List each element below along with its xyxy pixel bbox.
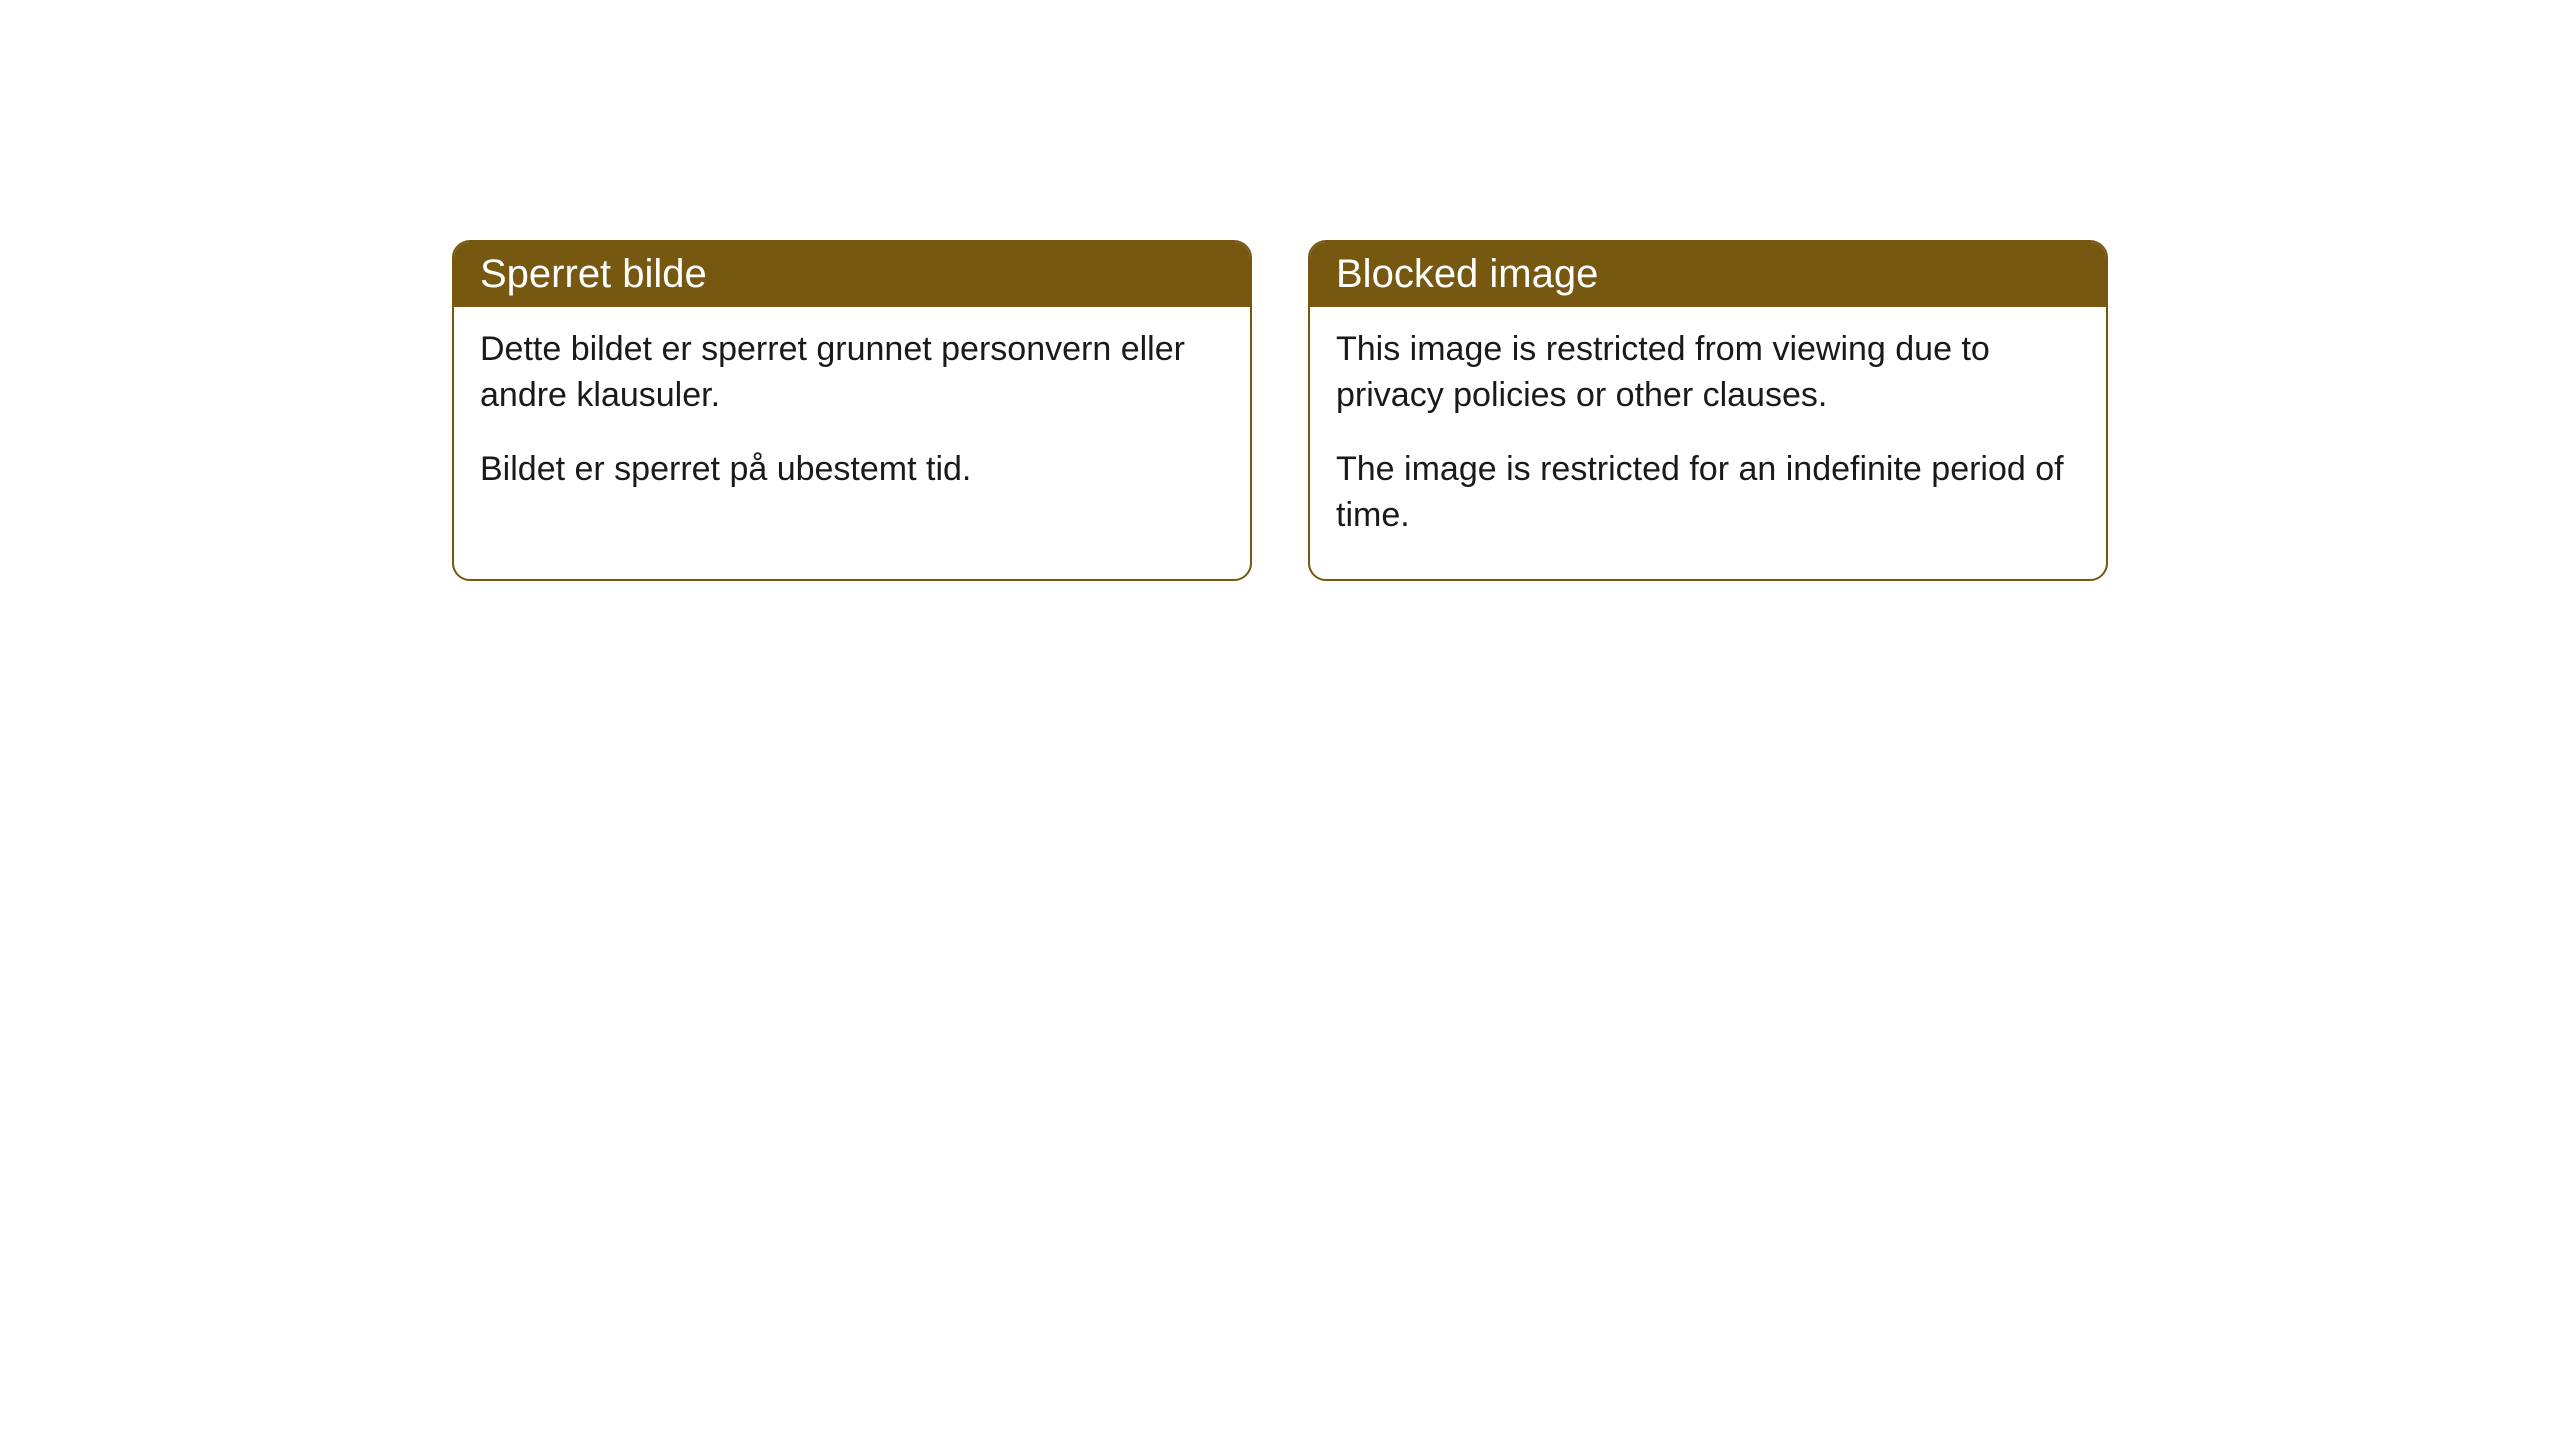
card-paragraph-2: The image is restricted for an indefinit… (1336, 447, 2080, 539)
card-paragraph-1: Dette bildet er sperret grunnet personve… (480, 327, 1224, 419)
card-header-english: Blocked image (1310, 242, 2106, 307)
card-header-norwegian: Sperret bilde (454, 242, 1250, 307)
notice-cards-container: Sperret bilde Dette bildet er sperret gr… (0, 240, 2560, 581)
card-title: Blocked image (1336, 252, 1598, 296)
card-paragraph-2: Bildet er sperret på ubestemt tid. (480, 447, 1224, 493)
blocked-image-card-norwegian: Sperret bilde Dette bildet er sperret gr… (452, 240, 1252, 581)
card-body-english: This image is restricted from viewing du… (1310, 307, 2106, 579)
card-body-norwegian: Dette bildet er sperret grunnet personve… (454, 307, 1250, 533)
card-paragraph-1: This image is restricted from viewing du… (1336, 327, 2080, 419)
blocked-image-card-english: Blocked image This image is restricted f… (1308, 240, 2108, 581)
card-title: Sperret bilde (480, 252, 707, 296)
